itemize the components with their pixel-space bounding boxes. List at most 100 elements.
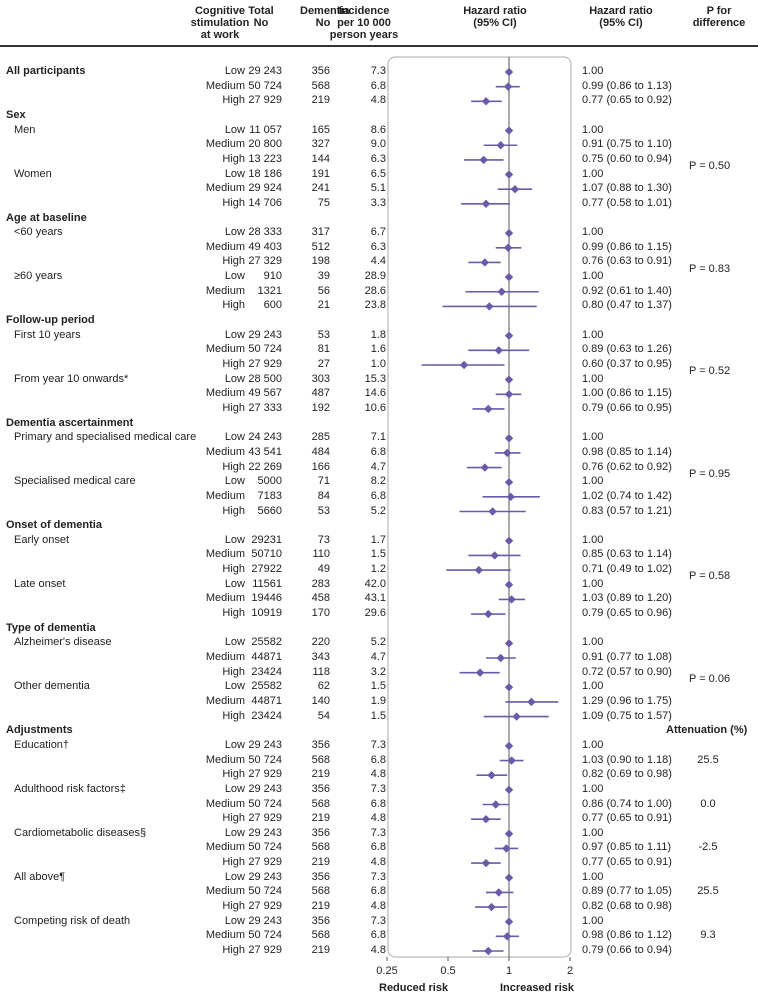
dementia-count: 53: [317, 504, 330, 517]
incidence-rate: 4.7: [370, 460, 386, 473]
hazard-ratio-marker: [480, 463, 490, 472]
incidence-rate: 7.1: [370, 431, 386, 444]
hazard-ratio-marker: [496, 653, 505, 663]
hazard-ratio-text: 1.00: [582, 826, 604, 839]
p-for-difference: P = 0.52: [689, 365, 731, 378]
dementia-count: 356: [311, 870, 330, 883]
total-count: 27 929: [248, 94, 282, 107]
hazard-ratio-marker: [474, 565, 484, 575]
subgroup-label: All above¶: [14, 870, 66, 883]
stimulation-level: High: [222, 94, 245, 107]
total-count: 29 924: [248, 182, 282, 195]
hazard-ratio-text: 0.82 (0.69 to 0.98): [582, 768, 672, 781]
attenuation-value: 25.5: [697, 753, 719, 766]
stimulation-level: Medium: [205, 797, 245, 810]
dementia-count: 165: [311, 123, 330, 136]
dementia-count: 487: [311, 387, 330, 400]
subgroup-label: Men: [14, 123, 36, 136]
dementia-count: 140: [311, 694, 330, 707]
hazard-ratio-marker: [481, 814, 491, 824]
stimulation-level: High: [222, 255, 245, 268]
hazard-ratio-text: 0.76 (0.63 to 0.91): [582, 255, 672, 268]
section-heading: Dementia ascertainment: [6, 416, 134, 429]
hazard-ratio-marker: [481, 97, 491, 106]
hazard-ratio-text: 1.00: [582, 870, 604, 883]
dementia-count: 241: [311, 182, 330, 195]
attenuation-header: Attenuation (%): [666, 724, 748, 736]
subgroup-label: Competing risk of death: [14, 914, 131, 927]
hazard-ratio-marker: [488, 507, 497, 516]
subgroup-label: First 10 years: [14, 328, 81, 341]
hazard-ratio-marker: [504, 683, 514, 692]
subgroup-label: <60 years: [14, 226, 63, 239]
incidence-rate: 1.7: [370, 533, 386, 546]
stimulation-level: High: [222, 768, 245, 781]
incidence-rate: 1.5: [370, 680, 386, 693]
stimulation-level: Low: [224, 65, 245, 77]
hazard-ratio-marker: [510, 185, 520, 194]
dementia-count: 568: [311, 797, 330, 810]
total-count: 23424: [251, 709, 282, 722]
x-tick-label: 2: [567, 965, 573, 977]
hazard-ratio-text: 1.00: [582, 914, 604, 927]
stimulation-level: High: [222, 563, 245, 576]
attenuation-value: 0.0: [700, 797, 716, 810]
dementia-count: 219: [311, 856, 330, 869]
stimulation-level: Medium: [205, 445, 245, 458]
hazard-ratio-text: 0.79 (0.66 to 0.95): [582, 401, 672, 414]
dementia-count: 62: [317, 680, 330, 693]
dementia-count: 327: [311, 138, 330, 151]
dementia-count: 56: [317, 284, 330, 297]
stimulation-level: Low: [224, 738, 245, 751]
hazard-ratio-text: 1.09 (0.75 to 1.57): [582, 709, 672, 722]
hazard-ratio-marker: [504, 536, 514, 545]
hazard-ratio-marker: [484, 404, 493, 414]
stimulation-level: Low: [224, 826, 245, 839]
hazard-ratio-marker: [490, 551, 499, 560]
total-count: 29 243: [248, 328, 282, 341]
incidence-rate: 7.3: [370, 65, 386, 77]
total-count: 24 243: [248, 431, 282, 444]
stimulation-level: Low: [224, 870, 245, 883]
total-count: 22 269: [248, 460, 282, 473]
hazard-ratio-text: 1.00: [582, 636, 604, 649]
p-for-difference: P = 0.83: [689, 262, 731, 275]
incidence-rate: 28.6: [364, 284, 386, 297]
dementia-count: 285: [311, 431, 330, 444]
incidence-rate: 6.8: [370, 79, 386, 92]
total-count: 27922: [251, 563, 282, 576]
incidence-rate: 5.2: [370, 504, 386, 517]
hazard-ratio-text: 1.00: [582, 533, 604, 546]
hazard-ratio-marker: [480, 258, 490, 267]
hazard-ratio-text: 0.97 (0.85 to 1.11): [582, 841, 672, 854]
stimulation-level: Low: [224, 577, 245, 590]
header-p-difference: P for difference: [692, 5, 746, 29]
incidence-rate: 4.8: [370, 900, 386, 913]
stimulation-level: Medium: [205, 240, 245, 253]
header-incidence: Incidence per 10 000 person years: [329, 5, 399, 41]
dementia-count: 356: [311, 782, 330, 795]
hazard-ratio-text: 1.29 (0.96 to 1.75): [582, 694, 672, 707]
dementia-count: 484: [311, 445, 330, 458]
incidence-rate: 7.3: [370, 914, 386, 927]
total-count: 50 724: [248, 797, 282, 810]
hazard-ratio-text: 1.00: [582, 680, 604, 693]
stimulation-level: Low: [224, 270, 245, 283]
dementia-count: 220: [311, 636, 330, 649]
total-count: 44871: [251, 651, 282, 663]
hazard-ratio-marker: [504, 170, 514, 179]
total-count: 25582: [251, 680, 282, 693]
incidence-rate: 23.8: [364, 299, 386, 312]
hazard-ratio-marker: [504, 375, 514, 384]
stimulation-level: High: [222, 607, 245, 620]
total-count: 28 500: [248, 372, 282, 385]
total-count: 27 929: [248, 768, 282, 781]
stimulation-level: High: [222, 299, 245, 312]
hazard-ratio-marker: [506, 492, 515, 502]
hazard-ratio-marker: [504, 331, 514, 340]
incidence-rate: 6.3: [370, 152, 386, 165]
x-tick-label: 0.5: [440, 965, 455, 977]
dementia-count: 144: [311, 152, 330, 165]
hazard-ratio-text: 0.91 (0.75 to 1.10): [582, 138, 672, 151]
hazard-ratio-text: 0.85 (0.63 to 1.14): [582, 548, 672, 561]
